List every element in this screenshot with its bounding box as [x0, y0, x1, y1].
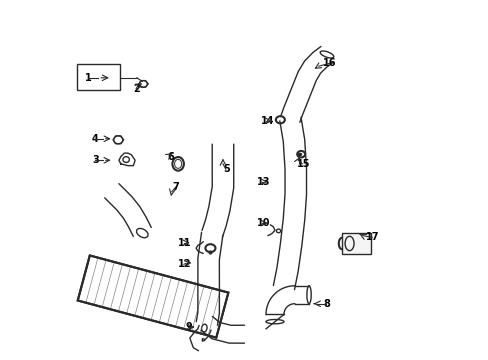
Ellipse shape	[265, 319, 284, 324]
FancyBboxPatch shape	[342, 233, 370, 254]
Text: 7: 7	[172, 182, 179, 192]
Text: 3: 3	[92, 155, 99, 165]
Text: 1: 1	[85, 73, 91, 83]
Text: 17: 17	[366, 232, 379, 242]
Text: 16: 16	[323, 58, 336, 68]
Ellipse shape	[122, 157, 129, 162]
Text: 10: 10	[257, 218, 270, 228]
Text: 14: 14	[260, 116, 274, 126]
FancyBboxPatch shape	[77, 64, 120, 90]
Ellipse shape	[201, 324, 206, 332]
Text: 6: 6	[167, 152, 174, 162]
Text: 13: 13	[257, 177, 270, 187]
Polygon shape	[78, 256, 228, 338]
Ellipse shape	[306, 286, 310, 304]
Text: 9: 9	[185, 322, 192, 332]
Text: 4: 4	[92, 134, 99, 144]
Ellipse shape	[139, 81, 147, 87]
Ellipse shape	[320, 51, 333, 58]
Text: 8: 8	[323, 299, 329, 309]
Text: 12: 12	[178, 259, 191, 269]
Text: 15: 15	[296, 159, 309, 169]
Ellipse shape	[172, 157, 183, 171]
Text: 2: 2	[133, 84, 140, 94]
Text: 5: 5	[223, 164, 229, 174]
Text: 11: 11	[178, 238, 191, 248]
Ellipse shape	[136, 229, 148, 238]
Ellipse shape	[114, 136, 122, 144]
